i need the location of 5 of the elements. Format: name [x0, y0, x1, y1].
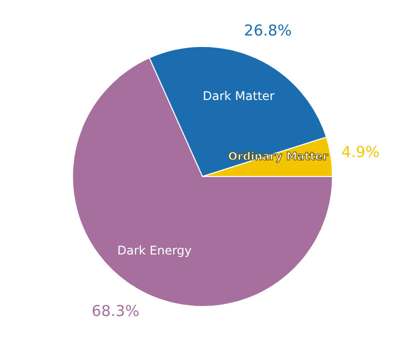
slice-label: Dark Energy	[117, 244, 192, 258]
data-label: 26.8%	[244, 21, 292, 40]
slice-label: Dark Matter	[202, 88, 275, 103]
data-label: 68.3%	[92, 302, 140, 320]
data-label: 4.9%	[342, 142, 380, 161]
